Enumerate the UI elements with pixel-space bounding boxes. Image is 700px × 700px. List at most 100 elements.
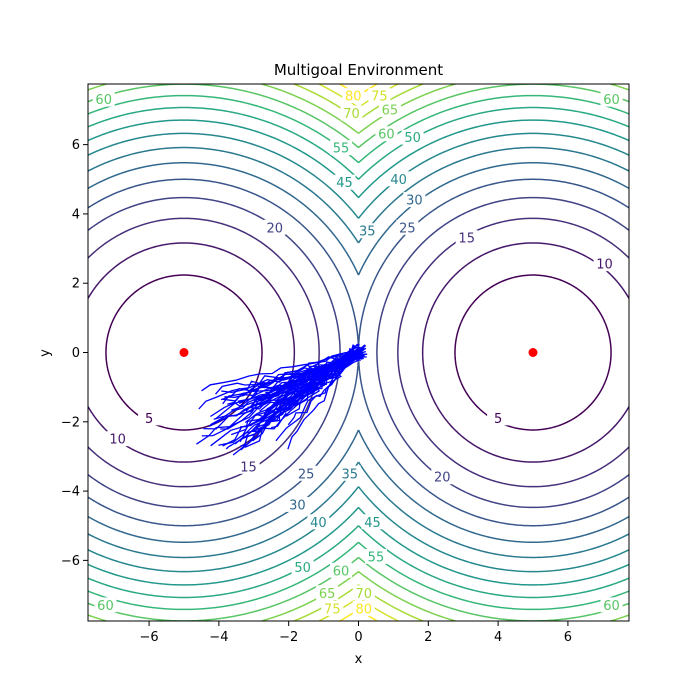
contour-label: 5 bbox=[145, 412, 153, 427]
x-tick-label: 6 bbox=[564, 630, 572, 645]
x-tick-label: 4 bbox=[494, 630, 502, 645]
goal-point bbox=[528, 348, 538, 357]
contour-label-bg bbox=[356, 223, 379, 239]
y-tick-label: 2 bbox=[72, 277, 80, 292]
contour-label-bg bbox=[361, 514, 384, 530]
y-tick-label: −2 bbox=[61, 415, 80, 430]
contour-label-bg bbox=[333, 174, 356, 190]
y-tick-label: 4 bbox=[72, 207, 80, 222]
contour-label: 15 bbox=[458, 232, 475, 247]
x-tick-label: −2 bbox=[279, 630, 298, 645]
contour-label: 15 bbox=[240, 460, 257, 475]
contour-label: 80 bbox=[345, 90, 362, 105]
contour-label: 10 bbox=[109, 433, 126, 448]
contour-labels: 5 10 15 20 25 30 35 40 45 50 55 60 65 70 75 80 5 10 15 20 25… bbox=[92, 88, 623, 617]
contour-label: 35 bbox=[359, 225, 376, 240]
contour-label-bg bbox=[378, 101, 401, 117]
contour-label-bg bbox=[352, 585, 375, 601]
contour-line-20 bbox=[88, 196, 629, 509]
contour-label: 5 bbox=[494, 412, 502, 427]
contour-label-bg bbox=[94, 597, 117, 613]
x-tick-label: 0 bbox=[354, 630, 362, 645]
y-tick-label: −6 bbox=[61, 554, 80, 569]
contour-label-bg bbox=[330, 562, 353, 578]
contour-label: 75 bbox=[371, 90, 388, 105]
goal-markers bbox=[179, 348, 538, 357]
contour-label-bg bbox=[92, 91, 115, 107]
contour-label-bg bbox=[431, 469, 454, 485]
contour-label: 60 bbox=[603, 599, 620, 614]
contour-label: 55 bbox=[333, 142, 350, 157]
contour-label: 10 bbox=[596, 258, 613, 273]
chart-title: Multigoal Environment bbox=[274, 61, 443, 79]
contour-label: 45 bbox=[336, 176, 353, 191]
contour-label-bg bbox=[375, 126, 398, 142]
contour-label: 45 bbox=[364, 516, 381, 531]
contour-label: 25 bbox=[399, 221, 416, 236]
contour-label: 50 bbox=[294, 561, 311, 576]
contour-label-bg bbox=[291, 559, 314, 575]
contour-label: 65 bbox=[382, 103, 399, 118]
trajectory-line bbox=[201, 347, 351, 437]
contour-label-bg bbox=[401, 129, 424, 145]
contour-label: 75 bbox=[324, 602, 341, 617]
contour-label: 40 bbox=[390, 173, 407, 188]
contour-line-25 bbox=[88, 178, 629, 527]
trajectory-line bbox=[220, 353, 368, 401]
x-tick-label: −6 bbox=[139, 630, 158, 645]
contour-label: 20 bbox=[266, 221, 283, 236]
contour-label: 70 bbox=[355, 587, 372, 602]
contour-label-bg bbox=[600, 91, 623, 107]
contour-label-bg bbox=[593, 256, 616, 272]
trajectory-line bbox=[222, 355, 363, 447]
x-tick-label: −4 bbox=[209, 630, 228, 645]
contour-label-bg bbox=[487, 410, 510, 426]
contour-label: 60 bbox=[603, 93, 620, 108]
trajectory-line bbox=[276, 346, 358, 414]
trajectory-line bbox=[201, 350, 367, 392]
contour-label-bg bbox=[307, 514, 330, 530]
contour-label: 70 bbox=[343, 107, 360, 122]
contour-label-bg bbox=[455, 230, 478, 246]
contour-label-bg bbox=[338, 465, 361, 481]
contour-label-bg bbox=[263, 219, 286, 235]
contour-lines bbox=[88, 84, 629, 621]
contour-line-55 bbox=[88, 94, 629, 611]
contour-label-bg bbox=[403, 192, 426, 208]
contour-label: 50 bbox=[404, 131, 421, 146]
contour-label-bg bbox=[106, 431, 129, 447]
contour-line-50 bbox=[88, 106, 629, 599]
contour-label-bg bbox=[340, 105, 363, 121]
contour-label: 40 bbox=[310, 516, 327, 531]
contour-label-bg bbox=[396, 219, 419, 235]
trajectories bbox=[196, 343, 368, 456]
y-tick-label: 0 bbox=[72, 346, 80, 361]
contour-label-bg bbox=[321, 600, 344, 616]
contour-label-bg bbox=[368, 88, 391, 104]
x-tick-label: 2 bbox=[424, 630, 432, 645]
contour-label-bg bbox=[316, 585, 339, 601]
contour-label-bg bbox=[600, 597, 623, 613]
goal-point bbox=[179, 348, 189, 357]
x-axis-ticks: −6 −4 −2 0 2 4 6 bbox=[139, 621, 572, 645]
contour-label: 30 bbox=[406, 194, 423, 209]
contour-label: 60 bbox=[97, 599, 114, 614]
contour-label: 65 bbox=[319, 587, 336, 602]
contour-line-40 bbox=[88, 132, 629, 573]
contour-label-bg bbox=[330, 140, 353, 156]
contour-label: 25 bbox=[298, 467, 315, 482]
contour-label-bg bbox=[352, 600, 375, 616]
trajectory-line bbox=[275, 356, 358, 442]
contour-label-bg bbox=[286, 496, 309, 512]
contour-label: 60 bbox=[95, 93, 112, 108]
contour-label: 60 bbox=[378, 128, 395, 143]
contour-label: 35 bbox=[342, 467, 359, 482]
contour-label-bg bbox=[342, 88, 365, 104]
trajectory-line bbox=[240, 353, 364, 451]
contour-label-bg bbox=[138, 410, 161, 426]
contour-line-35 bbox=[88, 146, 629, 559]
trajectory-line bbox=[287, 355, 362, 450]
y-tick-label: −4 bbox=[61, 485, 80, 500]
contour-label-bg bbox=[237, 458, 260, 474]
